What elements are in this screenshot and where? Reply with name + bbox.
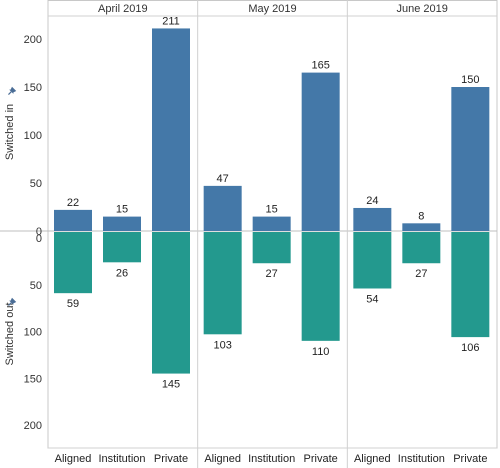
- data-label-switched-in: 211: [162, 15, 180, 27]
- bar-switched-in[interactable]: [402, 223, 441, 231]
- bar-switched-out[interactable]: [402, 232, 441, 264]
- category-label: Aligned: [55, 453, 92, 465]
- category-label: Institution: [248, 453, 295, 465]
- data-label-switched-in: 8: [418, 210, 424, 222]
- data-label-switched-in: 47: [217, 173, 229, 185]
- y-tick-label: 50: [30, 280, 42, 292]
- bar-switched-out[interactable]: [301, 232, 340, 341]
- month-headers: April 2019 May 2019 June 2019: [98, 3, 448, 15]
- pin-icon[interactable]: [8, 297, 17, 306]
- category-labels: Aligned Institution Private Aligned Institut…: [55, 453, 488, 465]
- y-tick-label: 50: [30, 178, 42, 190]
- y-tick-label: 100: [24, 327, 42, 339]
- data-label-switched-out: 145: [162, 379, 180, 391]
- y-axis: Switched in Switched out 0 50 100 150 200 0 50…: [4, 34, 42, 432]
- bar-switched-out[interactable]: [203, 232, 242, 335]
- month-header: May 2019: [248, 3, 296, 15]
- data-label-switched-out: 54: [366, 293, 378, 305]
- y-axis-title-switched-out: Switched out: [4, 303, 16, 366]
- category-label: Private: [304, 453, 338, 465]
- data-labels: 22 59 15 26 211 145 47 103 15 27 165 110 24 54 8 27 150 1…: [67, 15, 480, 390]
- bar-switched-in[interactable]: [103, 216, 141, 231]
- bar-switched-out[interactable]: [451, 232, 490, 338]
- bar-switched-in[interactable]: [54, 209, 92, 231]
- bar-switched-out[interactable]: [353, 232, 392, 289]
- y-tick-label: 200: [24, 34, 42, 46]
- bar-switched-out[interactable]: [152, 232, 190, 374]
- y-tick-label: 0: [36, 226, 42, 238]
- data-label-switched-out: 27: [266, 268, 278, 280]
- data-label-switched-out: 27: [415, 268, 427, 280]
- category-label: Aligned: [354, 453, 391, 465]
- category-label: Private: [453, 453, 487, 465]
- category-label: Institution: [98, 453, 145, 465]
- bar-switched-in[interactable]: [152, 28, 190, 231]
- y-tick-label: 100: [24, 130, 42, 142]
- bar-switched-out[interactable]: [54, 232, 92, 294]
- data-label-switched-out: 110: [312, 346, 330, 358]
- bar-switched-in[interactable]: [301, 72, 340, 231]
- y-tick-label: 150: [24, 82, 42, 94]
- bars: [54, 28, 490, 374]
- bar-switched-out[interactable]: [103, 232, 141, 263]
- bar-switched-in[interactable]: [252, 216, 291, 231]
- y-axis-title-switched-in: Switched in: [4, 104, 16, 160]
- data-label-switched-in: 165: [311, 60, 329, 72]
- y-tick-label: 150: [24, 373, 42, 385]
- y-tick-label: 0: [36, 233, 42, 245]
- month-header: April 2019: [98, 3, 148, 15]
- category-label: Private: [154, 453, 188, 465]
- data-label-switched-out: 103: [213, 339, 231, 351]
- data-label-switched-in: 15: [116, 204, 128, 216]
- y-tick-label: 200: [24, 420, 42, 432]
- data-label-switched-out: 59: [67, 298, 79, 310]
- data-label-switched-in: 22: [67, 197, 79, 209]
- data-label-switched-in: 24: [366, 195, 378, 207]
- data-label-switched-out: 106: [461, 342, 479, 354]
- pin-icon[interactable]: [8, 86, 17, 95]
- data-label-switched-out: 26: [116, 267, 128, 279]
- bar-switched-in[interactable]: [203, 185, 242, 231]
- category-label: Aligned: [204, 453, 241, 465]
- bar-switched-in[interactable]: [451, 87, 490, 231]
- bar-switched-in[interactable]: [353, 207, 392, 231]
- data-label-switched-in: 15: [266, 204, 278, 216]
- category-label: Institution: [398, 453, 445, 465]
- bar-switched-out[interactable]: [252, 232, 291, 264]
- month-header: June 2019: [396, 3, 447, 15]
- data-label-switched-in: 150: [461, 74, 479, 86]
